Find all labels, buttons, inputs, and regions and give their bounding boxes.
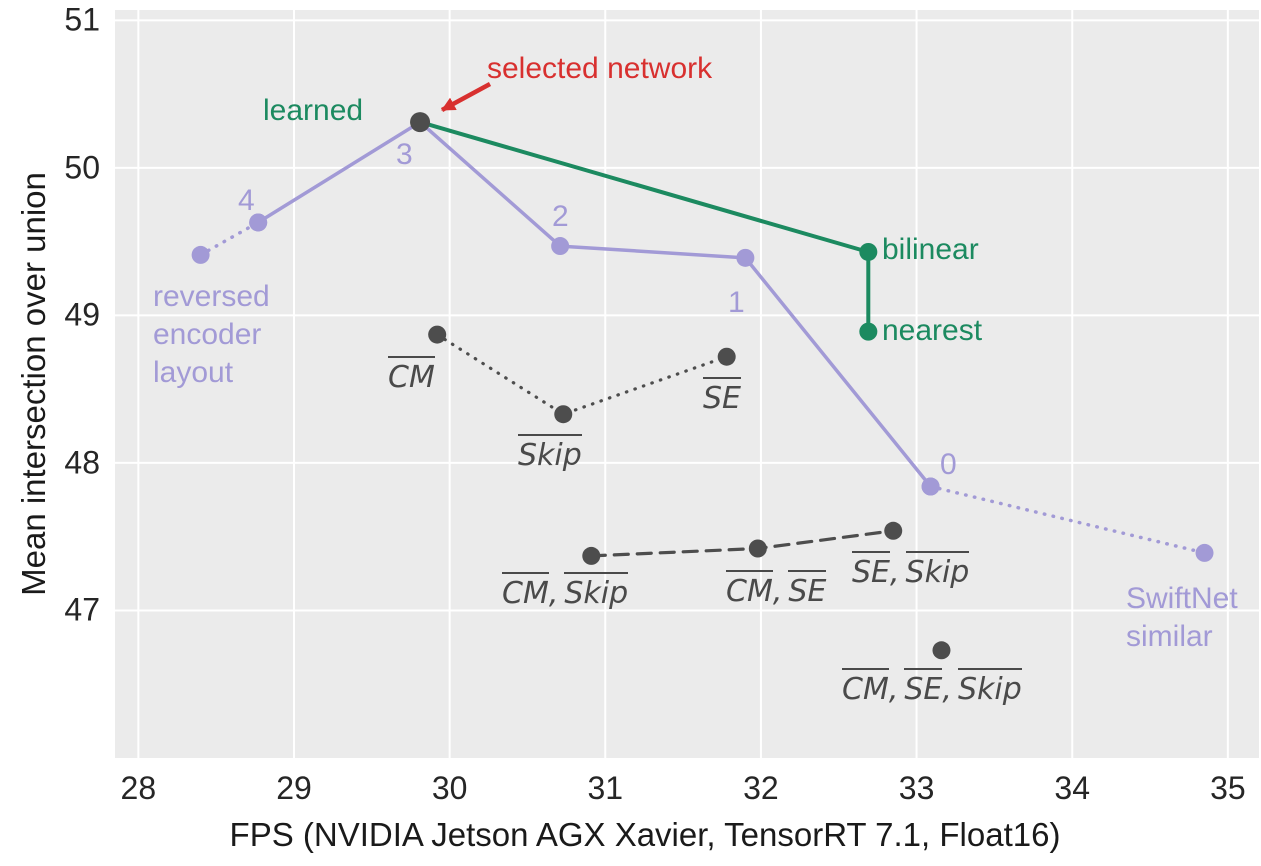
nearest-label: nearest bbox=[882, 314, 983, 347]
x-axis-title: FPS (NVIDIA Jetson AGX Xavier, TensorRT … bbox=[229, 816, 1061, 853]
label-line: SwiftNet bbox=[1126, 582, 1238, 615]
ablation-label-skip: Skip bbox=[518, 434, 582, 473]
ablation-label-cm-se-skip: CM, SE, Skip bbox=[842, 668, 1022, 707]
point-label-3: 3 bbox=[396, 138, 413, 171]
label-line: similar bbox=[1126, 620, 1213, 653]
ablation-token: Skip bbox=[905, 551, 970, 590]
x-tick-34: 34 bbox=[1054, 770, 1091, 806]
x-tick-31: 31 bbox=[587, 770, 624, 806]
chart-canvas bbox=[115, 10, 1259, 758]
ablation-token: CM bbox=[388, 356, 435, 395]
label-line: layout bbox=[153, 356, 234, 389]
x-tick-28: 28 bbox=[120, 770, 157, 806]
y-tick-48: 48 bbox=[64, 444, 100, 481]
ablation-token: Skip bbox=[564, 572, 629, 611]
x-tick-35: 35 bbox=[1210, 770, 1246, 806]
ablation-label-se-skip: SE, Skip bbox=[852, 551, 970, 590]
point-label-1: 1 bbox=[728, 286, 745, 319]
learned-label: learned bbox=[263, 94, 364, 127]
selected-network-arrow-icon bbox=[440, 82, 492, 112]
ablation-label-se: SE bbox=[703, 377, 741, 416]
ablation-token: SE bbox=[904, 668, 943, 707]
ablation-token: Skip bbox=[518, 434, 582, 473]
x-tick-29: 29 bbox=[276, 770, 312, 806]
ablation-token: SE bbox=[703, 377, 741, 416]
ablation-token: SE bbox=[852, 551, 890, 590]
y-tick-50: 50 bbox=[64, 149, 100, 186]
x-tick-32: 32 bbox=[743, 770, 779, 806]
point-label-0: 0 bbox=[940, 448, 957, 481]
point-label-2: 2 bbox=[552, 200, 569, 233]
ablation-label-cm-se: CM, SE bbox=[726, 570, 827, 609]
swiftnet-similar-label: SwiftNet similar bbox=[1126, 580, 1238, 656]
ablation-token: CM bbox=[726, 570, 773, 609]
y-tick-51: 51 bbox=[64, 1, 100, 38]
x-tick-30: 30 bbox=[431, 770, 468, 806]
ablation-token: CM bbox=[842, 668, 889, 707]
ablation-token: Skip bbox=[957, 668, 1022, 707]
y-axis-title: Mean intersection over union bbox=[15, 172, 52, 596]
bilinear-label: bilinear bbox=[882, 233, 979, 266]
point-label-4: 4 bbox=[238, 184, 255, 217]
y-tick-47: 47 bbox=[64, 591, 100, 628]
plot-area bbox=[115, 10, 1259, 758]
reversed-encoder-layout-label: reversed encoder layout bbox=[153, 278, 270, 392]
label-line: reversed bbox=[153, 280, 270, 313]
ablation-token: SE bbox=[788, 570, 827, 609]
ablation-label-cm-skip: CM, Skip bbox=[502, 572, 629, 611]
ablation-label-cm: CM bbox=[388, 356, 435, 395]
selected-network-label: selected network bbox=[487, 52, 713, 85]
x-tick-33: 33 bbox=[898, 770, 935, 806]
label-line: encoder bbox=[153, 318, 262, 351]
ablation-token: CM bbox=[502, 572, 549, 611]
y-tick-49: 49 bbox=[64, 296, 100, 333]
